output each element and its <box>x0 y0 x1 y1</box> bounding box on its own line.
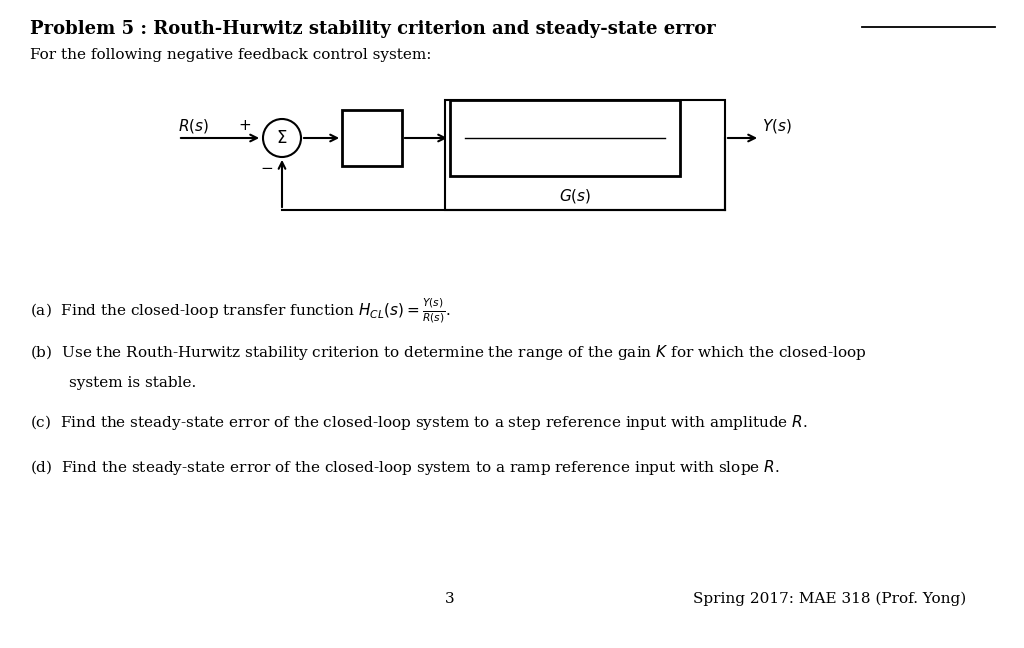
Text: For the following negative feedback control system:: For the following negative feedback cont… <box>30 48 431 62</box>
Text: $(s+5)(s+2)^{2}$: $(s+5)(s+2)^{2}$ <box>519 147 610 165</box>
Text: (d)  Find the steady-state error of the closed-loop system to a ramp reference i: (d) Find the steady-state error of the c… <box>30 458 779 477</box>
Bar <box>342 110 402 166</box>
Text: Spring 2017: MAE 318 (Prof. Yong): Spring 2017: MAE 318 (Prof. Yong) <box>693 592 967 606</box>
Bar <box>450 100 680 176</box>
Text: $-$: $-$ <box>260 160 273 174</box>
Bar <box>445 100 725 210</box>
Text: $K$: $K$ <box>365 129 380 147</box>
Text: $G(s)$: $G(s)$ <box>559 187 591 205</box>
Text: (b)  Use the Routh-Hurwitz stability criterion to determine the range of the gai: (b) Use the Routh-Hurwitz stability crit… <box>30 343 866 362</box>
Text: system is stable.: system is stable. <box>30 376 197 390</box>
Text: $R(s)$: $R(s)$ <box>178 117 209 135</box>
Text: $1$: $1$ <box>560 118 570 134</box>
Text: $Y(s)$: $Y(s)$ <box>762 117 792 135</box>
Text: Problem 5 : Routh-Hurwitz stability criterion and steady-state error: Problem 5 : Routh-Hurwitz stability crit… <box>30 20 716 38</box>
Text: 3: 3 <box>445 592 455 606</box>
Text: (c)  Find the steady-state error of the closed-loop system to a step reference i: (c) Find the steady-state error of the c… <box>30 413 808 432</box>
Text: $\Sigma$: $\Sigma$ <box>276 130 288 146</box>
Text: $+$: $+$ <box>238 119 251 133</box>
Text: (a)  Find the closed-loop transfer function $H_{CL}(s) = \frac{Y(s)}{R(s)}$.: (a) Find the closed-loop transfer functi… <box>30 296 451 325</box>
